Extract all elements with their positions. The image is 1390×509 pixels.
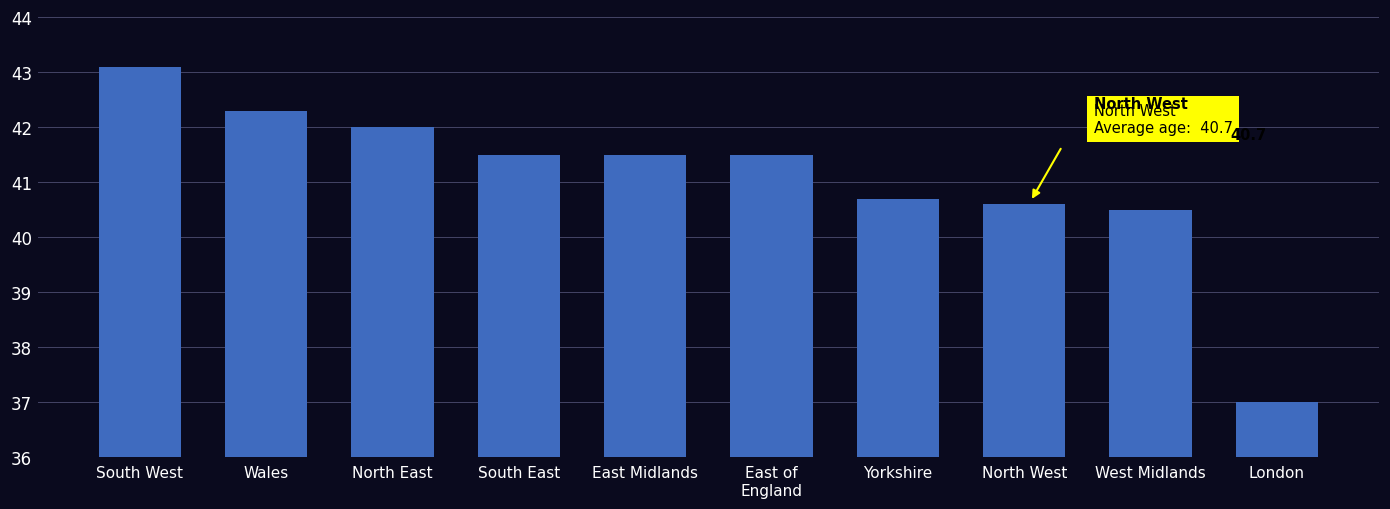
Text: 40.7: 40.7 xyxy=(1230,128,1266,143)
Bar xyxy=(225,111,307,509)
Bar xyxy=(605,155,687,509)
Bar xyxy=(856,199,938,509)
Bar xyxy=(1236,402,1318,509)
Bar xyxy=(731,155,813,509)
Bar xyxy=(478,155,560,509)
Text: North West
Average age:  40.7: North West Average age: 40.7 xyxy=(1094,103,1233,136)
Bar xyxy=(983,205,1065,509)
Bar xyxy=(352,128,434,509)
Text: North West: North West xyxy=(1094,97,1187,112)
Bar xyxy=(99,68,181,509)
Bar xyxy=(1109,210,1191,509)
